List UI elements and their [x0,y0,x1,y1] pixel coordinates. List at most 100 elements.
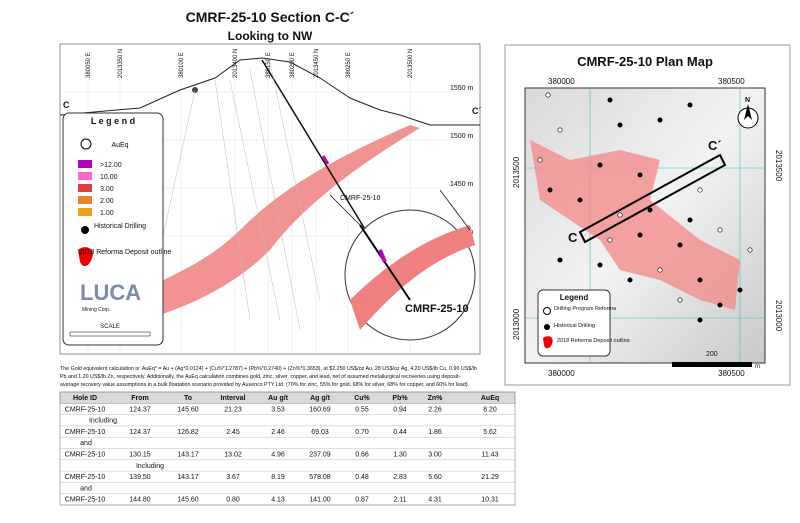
drill-hole [687,217,693,223]
table-cell: CMRF-25-10 [65,497,106,504]
legend-label: 1.00 [100,210,114,217]
legend-box [62,112,164,346]
table-cell: CMRF-25-10 [65,406,106,413]
table-cell: 143.17 [177,452,199,459]
plan-end: C [568,230,578,245]
drill-hole [647,207,653,213]
drill-hole [717,227,723,233]
legend-swatch [78,172,92,180]
legend-label: 10.00 [100,174,118,181]
plan-coord: 2013500 [774,150,783,182]
table-note: and [80,485,92,492]
intercept [321,155,330,165]
drill-hole [747,247,753,253]
table-cell: 3.67 [226,474,240,481]
drill-hole [557,257,563,263]
drill-hole [547,187,553,193]
drill-hole [657,267,663,273]
table-cell: 124.37 [129,429,151,436]
drill-hole [657,117,663,123]
legend-symbol [543,307,551,315]
table-cell: 144.80 [129,497,151,504]
drill-hole [557,127,563,133]
table-cell: 578.08 [309,474,331,481]
table-header: Hole ID [73,395,97,402]
elevation-label: 1550 m [450,85,474,92]
legend-label: 2018 Reforma Deposit outline [557,338,630,344]
table-note: and [80,440,92,447]
g: >12.00 10.00 3.00 2.00 1.00 [78,160,122,217]
table-cell: 4.96 [271,452,285,459]
line [249,69,301,331]
plan-end: C´ [708,138,722,153]
drill-hole [607,237,613,243]
table-cell: 0.44 [393,429,407,436]
legend-swatch [78,196,92,204]
elevation-label: 1500 m [450,133,474,140]
zoom-intercept [378,249,387,263]
table-header: Zn% [428,395,444,402]
table-cell: 8.19 [271,474,285,481]
section-subtitle: Looking to NW [228,29,313,43]
scale-unit: m [755,364,760,370]
calculation-note: The Gold equivalent calculation is: AuEq… [60,366,477,372]
table-cell: 10.31 [481,497,499,504]
historical-traces [159,61,321,331]
table-cell: CMRF-25-10 [65,452,106,459]
table-cell: 124.37 [129,406,151,413]
coord-label: 380100 E [179,52,185,78]
elevation-label: 1450 m [450,181,474,188]
plan-coord: 2013500 [512,156,521,188]
section-end: C [63,100,70,110]
coord-label: 380250 E [346,52,352,78]
legend-symbol [80,138,92,150]
drill-hole [717,302,723,308]
table-cell: 2.26 [428,406,442,413]
table-cell: 2.45 [226,429,240,436]
legend-label: 2.00 [100,198,114,205]
drill-hole [607,97,613,103]
table-cell: 126.82 [177,429,199,436]
g: The Gold equivalent calculation is: AuEq… [60,366,477,388]
table-header: From [131,395,149,402]
legend-swatch [78,208,92,216]
drill-hole [577,197,583,203]
zoom-orebody [350,225,475,330]
legend-symbol [543,336,553,349]
plan-legend-box [537,289,611,357]
table-header: AuEq [481,395,499,402]
drill-hole [627,277,633,283]
legend-symbol [78,247,93,267]
table-header: Cu% [354,395,370,402]
table-cell: 237.09 [309,452,331,459]
plan-legend-title: Legend [560,293,589,302]
table-cell: 4.13 [271,497,285,504]
table-cell: 0.87 [355,497,369,504]
drill-hole [597,262,603,268]
table-cell: 3.53 [271,406,285,413]
plan-deposit [530,140,740,310]
section-line [578,153,727,244]
plan-coord: 380000 [548,77,575,86]
coord-label: 2013450 N [314,49,320,78]
table-cell: 11.43 [482,452,499,459]
logo-sub: Mining Corp. [82,307,110,313]
scale-bar [672,362,752,367]
drill-hole [677,297,683,303]
table-cell: 5.60 [428,474,442,481]
hole-label: CMRF-25-10 [340,195,381,202]
table-cell: 0.80 [226,497,240,504]
table-header: Pb% [392,395,408,402]
legend-label: >12.00 [100,162,122,169]
zoom-label: CMRF-25-10 [405,303,469,315]
topography [59,57,480,126]
table-header: Interval [221,395,246,402]
zoom-connector [439,189,471,231]
north-label: N [745,97,750,104]
table-cell: 139.50 [129,474,151,481]
line [229,79,281,321]
legend-symbol [81,226,89,234]
coord-label: 380200 E [290,52,296,78]
legend-label: Drilling Program Reforma [554,306,617,312]
table-cell: 0.66 [355,452,369,459]
